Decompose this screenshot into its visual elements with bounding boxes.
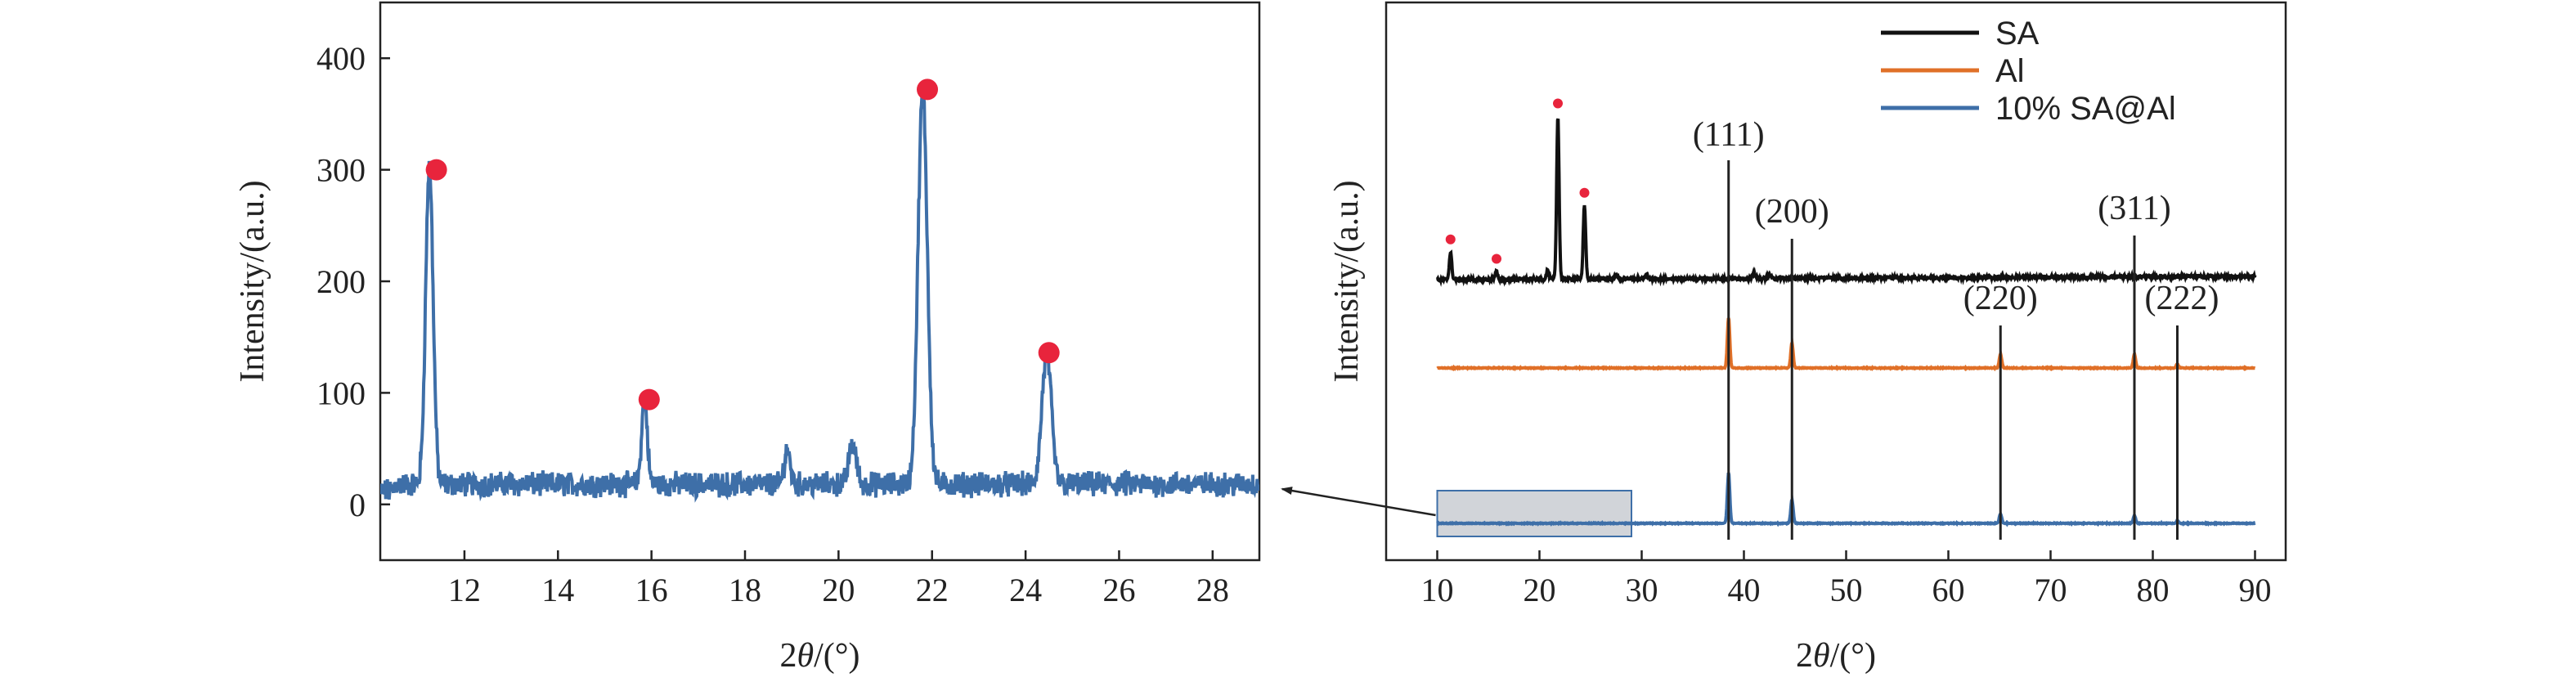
sa-peak-marker (1492, 254, 1501, 264)
right-x-tick-label: 30 (1626, 572, 1658, 608)
left-peak-marker (1038, 342, 1060, 364)
series-trace-al (1436, 317, 2256, 372)
left-y-axis-title: Intensity/(a.u.) (234, 180, 272, 382)
zoom-arrow (1281, 487, 1436, 517)
series-trace-sa (1435, 118, 2257, 287)
left-y-tick-label: 200 (316, 263, 366, 300)
left-y-tick-label: 100 (316, 375, 366, 411)
left-peak-marker (638, 388, 660, 411)
left-peak-marker (917, 79, 939, 101)
right-x-tick-label: 70 (2035, 572, 2067, 608)
sa-peak-marker (1445, 234, 1456, 245)
hkl-label: (311) (2098, 190, 2170, 227)
legend-label: SA (1995, 16, 2040, 52)
left-x-tick-label: 28 (1196, 572, 1229, 608)
hkl-label: (222) (2145, 280, 2219, 317)
sa-peak-marker (1553, 98, 1563, 109)
legend-label: 10% SA@Al (1995, 91, 2176, 127)
left-y-tick-label: 0 (349, 487, 366, 523)
left-x-tick-label: 18 (729, 572, 761, 608)
left-x-tick-label: 12 (448, 572, 481, 608)
hkl-label: (200) (1755, 193, 1829, 231)
left-y-tick-label: 400 (316, 40, 366, 77)
left-x-tick-label: 26 (1102, 572, 1135, 608)
left-x-tick-label: 22 (916, 572, 949, 608)
sa-peak-marker (1579, 187, 1590, 198)
left-peak-marker (425, 159, 447, 181)
right-x-tick-label: 40 (1728, 572, 1761, 608)
right-x-tick-label: 90 (2239, 572, 2272, 608)
left-xrd-trace (380, 83, 1259, 503)
left-x-axis-title: 2θ/(°) (779, 637, 859, 675)
left-x-tick-label: 24 (1009, 572, 1042, 608)
right-plot-frame (1384, 1, 2287, 562)
hkl-label: (220) (1963, 280, 2038, 317)
series-trace-10-sa-al (1436, 472, 2256, 527)
zoom-region-box (1436, 490, 1632, 537)
right-x-tick-label: 10 (1421, 572, 1454, 608)
right-x-tick-label: 80 (2137, 572, 2170, 608)
right-x-axis-title: 2θ/(°) (1796, 637, 1876, 675)
right-x-tick-label: 50 (1830, 572, 1863, 608)
legend-label: Al (1995, 53, 2025, 89)
left-y-tick-label: 300 (316, 152, 366, 189)
left-x-tick-label: 16 (635, 572, 668, 608)
left-x-tick-label: 14 (541, 572, 574, 608)
hkl-label: (111) (1693, 116, 1765, 154)
left-x-tick-label: 20 (822, 572, 855, 608)
right-x-tick-label: 60 (1932, 572, 1965, 608)
right-y-axis-title: Intensity/(a.u.) (1328, 180, 1366, 382)
right-x-tick-label: 20 (1524, 572, 1556, 608)
